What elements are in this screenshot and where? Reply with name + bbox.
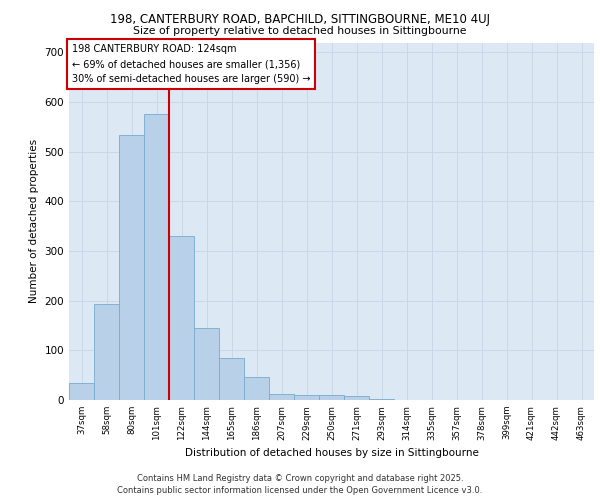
Bar	[219, 358, 244, 400]
Text: Size of property relative to detached houses in Sittingbourne: Size of property relative to detached ho…	[133, 26, 467, 36]
X-axis label: Distribution of detached houses by size in Sittingbourne: Distribution of detached houses by size …	[185, 448, 478, 458]
Y-axis label: Number of detached properties: Number of detached properties	[29, 139, 39, 304]
Bar	[119, 136, 144, 400]
Bar	[319, 395, 344, 400]
Bar	[344, 396, 369, 400]
Text: 198, CANTERBURY ROAD, BAPCHILD, SITTINGBOURNE, ME10 4UJ: 198, CANTERBURY ROAD, BAPCHILD, SITTINGB…	[110, 12, 490, 26]
Text: Contains HM Land Registry data © Crown copyright and database right 2025.
Contai: Contains HM Land Registry data © Crown c…	[118, 474, 482, 495]
Bar	[269, 394, 294, 400]
Bar	[369, 398, 394, 400]
Bar	[144, 114, 169, 400]
Bar	[69, 382, 94, 400]
Bar	[194, 328, 219, 400]
Bar	[94, 304, 119, 400]
Text: 198 CANTERBURY ROAD: 124sqm
← 69% of detached houses are smaller (1,356)
30% of : 198 CANTERBURY ROAD: 124sqm ← 69% of det…	[71, 44, 310, 84]
Bar	[244, 377, 269, 400]
Bar	[294, 395, 319, 400]
Bar	[169, 236, 194, 400]
